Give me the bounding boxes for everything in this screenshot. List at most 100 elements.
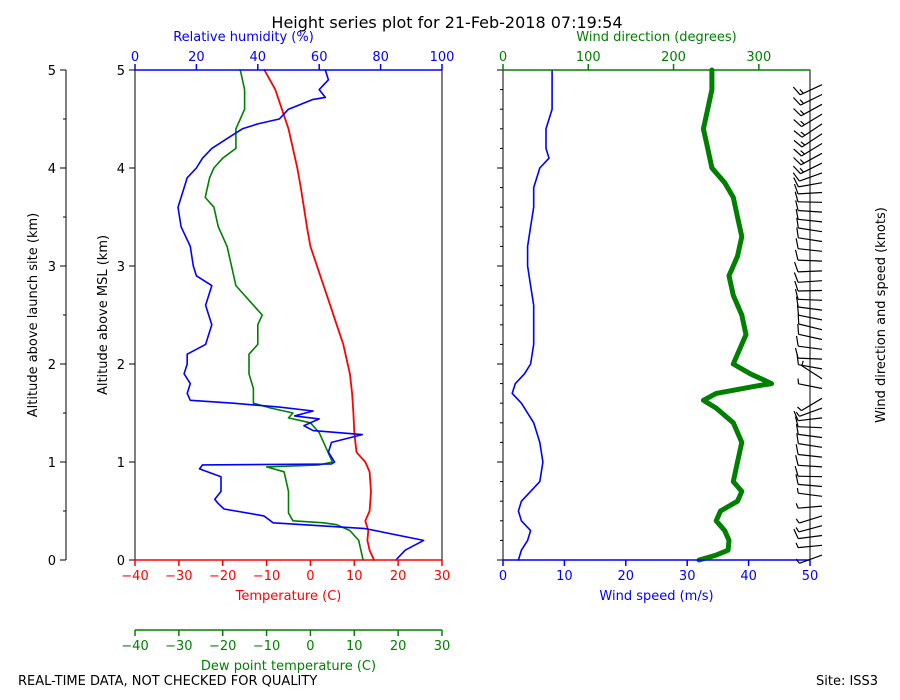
wind-barb-half-flag xyxy=(795,542,799,548)
wind-barb-half-flag xyxy=(799,99,805,105)
temperature-axis-label: Temperature (C) xyxy=(235,589,342,604)
wind-barb-flag xyxy=(794,347,799,359)
wind-barb-shaft xyxy=(799,407,823,417)
wind_speed-tick-label: 10 xyxy=(556,569,573,584)
wind_speed-tick-label: 0 xyxy=(499,569,507,584)
thermo-ytick-label: 0 xyxy=(117,554,125,569)
temperature-tick-label: 20 xyxy=(390,569,407,584)
wind-barb-shaft xyxy=(798,364,823,370)
wind_direction-tick-label: 300 xyxy=(746,50,771,65)
outer-ytick-label: 3 xyxy=(48,260,56,275)
wind-barb-shaft xyxy=(798,333,823,341)
wind-barb-shaft xyxy=(799,84,823,96)
wind-barb-shaft xyxy=(798,314,823,321)
wind-barb-shaft xyxy=(798,525,823,533)
wind-barb-shaft xyxy=(797,475,823,478)
wind-barb-shaft xyxy=(797,298,823,301)
wind-barb-shaft xyxy=(799,554,823,564)
wind-barb-shaft xyxy=(798,544,823,549)
wind-barb-flag xyxy=(792,165,801,175)
dewpoint-tick-label: −20 xyxy=(209,639,236,654)
wind-barb-flag xyxy=(795,424,799,435)
wind_speed-tick-label: 40 xyxy=(740,569,757,584)
wind-barb-shaft xyxy=(797,357,823,360)
wind_speed-tick-label: 30 xyxy=(679,569,696,584)
wind-barb-flag xyxy=(796,227,799,238)
quality-note: REAL-TIME DATA, NOT CHECKED FOR QUALITY xyxy=(18,674,318,689)
wind-barb-flag xyxy=(793,130,803,138)
wind-barb-flag xyxy=(793,177,799,188)
wind-barb-shaft xyxy=(798,443,823,448)
wind-barb-shaft xyxy=(798,280,823,283)
wind-barb-shaft xyxy=(798,383,823,390)
dewpoint-series-line xyxy=(204,69,364,561)
temperature-tick-label: 10 xyxy=(346,569,363,584)
wind-barb-shaft xyxy=(798,483,823,488)
wind-barb-flag xyxy=(795,444,799,455)
dewpoint-tick-label: 30 xyxy=(434,639,451,654)
wind-barb-shaft xyxy=(798,453,823,458)
wind-barb-shaft xyxy=(798,464,823,468)
wind-panel: 0 10 20 30 40 50 Wind speed (m/s) 0 100 200 300 Win… xyxy=(497,30,889,604)
wind-barb-half-flag xyxy=(795,518,800,524)
wind-barb-shaft xyxy=(798,323,823,331)
wind-barb-shaft xyxy=(798,248,823,252)
humidity-tick-label: 0 xyxy=(131,50,139,65)
temperature-tick-label: −10 xyxy=(253,569,280,584)
wind-barb-shaft xyxy=(798,182,823,188)
wind-barb-shaft xyxy=(800,103,823,117)
wind-barb-flag xyxy=(797,323,800,335)
wind-barb-shaft xyxy=(798,345,823,350)
wind-barb-flag xyxy=(794,416,799,427)
wind-barb-flag xyxy=(795,238,799,249)
outer-ytick-label: 0 xyxy=(48,554,56,569)
wind-barb-shaft xyxy=(798,218,823,223)
wind-barb-shaft xyxy=(800,152,823,166)
wind-barb-shaft xyxy=(801,365,823,380)
wind-barb-flag xyxy=(793,157,802,166)
wind-barb-shaft xyxy=(797,191,823,195)
dewpoint-tick-label: −30 xyxy=(165,639,192,654)
wind-barb-flag xyxy=(794,280,799,292)
wind_speed-series-line xyxy=(511,69,553,561)
outer-ytick-label: 5 xyxy=(48,64,56,79)
wind-barb-half-flag xyxy=(799,167,805,173)
wind-barb-half-flag xyxy=(799,110,805,115)
thermo-ytick-label: 4 xyxy=(117,162,125,177)
wind-panel-frame xyxy=(502,69,811,561)
wind-barb-half-flag xyxy=(795,503,799,509)
wind_direction-axis-label: Wind direction (degrees) xyxy=(576,30,736,45)
wind-barb-flag xyxy=(793,108,802,117)
outer-altitude-axis: 0 1 2 3 4 5 Altitude above launch site (km) xyxy=(26,64,67,569)
wind-barb-shaft xyxy=(797,259,823,262)
wind-barb-shaft xyxy=(801,397,823,412)
wind-barb-shaft xyxy=(797,270,823,273)
temperature-tick-label: −40 xyxy=(121,569,148,584)
dewpoint-tick-label: 0 xyxy=(306,639,314,654)
thermo-ytick-label: 2 xyxy=(117,358,125,373)
figure-title: Height series plot for 21-Feb-2018 07:19… xyxy=(271,13,622,32)
wind-barb-shaft xyxy=(801,123,823,138)
wind-barb-axis-label: Wind direction and speed (knots) xyxy=(874,207,889,423)
humidity-tick-label: 60 xyxy=(311,50,328,65)
wind-barbs xyxy=(792,84,823,564)
wind-barb-shaft xyxy=(798,433,823,439)
wind-barb-shaft xyxy=(798,227,823,233)
humidity-tick-label: 40 xyxy=(250,50,267,65)
wind-barb-shaft xyxy=(801,133,823,148)
thermo-panel: 0 1 2 3 4 5 Altitude above MSL (km) −40 −30 −20… xyxy=(96,30,454,674)
dewpoint-tick-label: −40 xyxy=(121,639,148,654)
outer-ytick-label: 2 xyxy=(48,358,56,373)
wind-barb-shaft xyxy=(797,426,823,429)
wind_direction-tick-label: 200 xyxy=(661,50,686,65)
wind-barb-flag xyxy=(796,433,799,444)
thermo-ytick-label: 3 xyxy=(117,260,125,275)
outer-ytick-label: 4 xyxy=(48,162,56,177)
outer-ytick-label: 1 xyxy=(48,456,56,471)
wind-barb-shaft xyxy=(798,209,823,213)
wind-barb-shaft xyxy=(797,289,823,292)
wind-barb-flag xyxy=(795,200,799,211)
wind-barb-flag xyxy=(794,465,799,477)
wind_speed-axis-label: Wind speed (m/s) xyxy=(599,589,713,604)
